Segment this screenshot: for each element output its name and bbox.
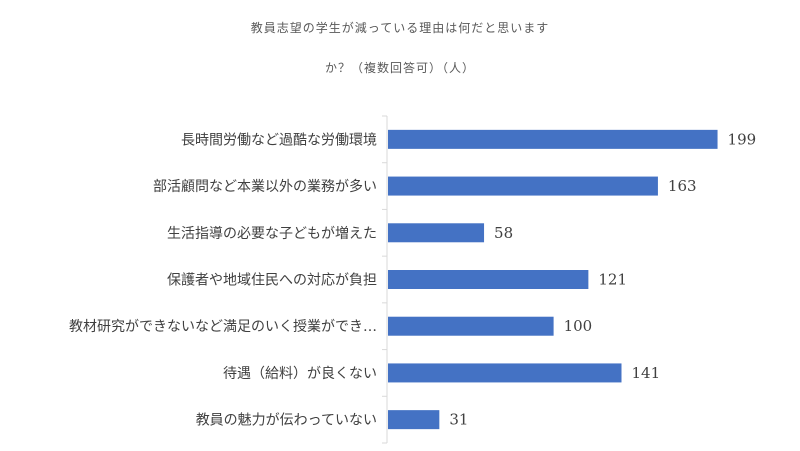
chart-title: 教員志望の学生が減っている理由は何だと思います か？（複数回答可）（人）: [0, 8, 800, 88]
data-label: 58: [494, 224, 513, 242]
data-label: 163: [668, 177, 697, 195]
category-label: 保護者や地域住民への対応が負担: [167, 273, 377, 289]
category-label: 教員の魅力が伝わっていない: [196, 413, 377, 429]
category-label: 教材研究ができないなど満足のいく授業ができ…: [69, 319, 377, 335]
data-label: 100: [564, 317, 593, 335]
data-label: 31: [449, 411, 468, 429]
category-label: 部活顧問など本業以外の業務が多い: [153, 178, 377, 195]
category-label: 長時間労働など過酷な労働環境: [181, 132, 377, 148]
chart-title-line-2: か？（複数回答可）（人）: [324, 61, 475, 75]
bar: [388, 316, 554, 336]
category-label: 待遇（給料）が良くない: [223, 366, 377, 382]
data-label: 141: [631, 364, 660, 382]
bar: [388, 270, 589, 289]
bar: [388, 363, 622, 383]
bar: [388, 410, 440, 430]
data-label: 121: [598, 271, 627, 289]
category-label: 生活指導の必要な子どもが増えた: [167, 226, 377, 242]
data-label: 199: [728, 130, 757, 148]
bar: [388, 129, 718, 149]
bar: [388, 223, 485, 243]
bar: [388, 176, 658, 196]
chart-title-line-1: 教員志望の学生が減っている理由は何だと思います: [250, 21, 550, 35]
